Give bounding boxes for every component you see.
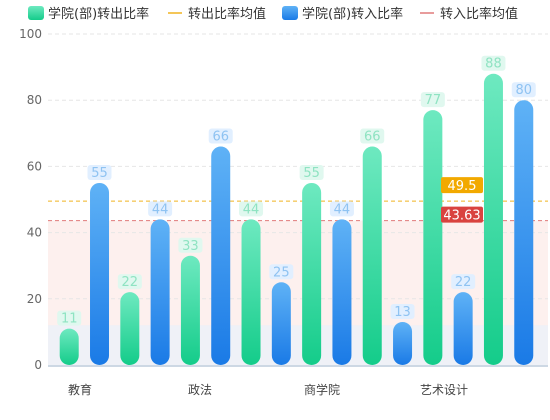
data-label: 55	[91, 166, 108, 181]
data-label-bg	[481, 55, 506, 71]
bar-in[interactable]	[332, 219, 352, 365]
data-label-bg	[148, 201, 173, 217]
legend-label: 学院(部)转入比率	[302, 6, 403, 22]
bar-out[interactable]	[483, 73, 503, 365]
x-tick-label: 政法	[188, 383, 212, 397]
y-tick-label: 0	[34, 358, 42, 372]
data-label: 44	[243, 202, 260, 217]
bar-out[interactable]	[362, 146, 382, 365]
data-label: 13	[394, 305, 411, 320]
data-label-bg	[390, 303, 415, 319]
legend-label: 转出比率均值	[188, 6, 266, 22]
bar-out[interactable]	[59, 328, 79, 365]
legend-item[interactable]: 学院(部)转入比率	[282, 6, 403, 22]
bar-in[interactable]	[90, 182, 110, 365]
x-tick-label: 教育	[68, 382, 92, 397]
legend-item[interactable]: 转入比率均值	[420, 6, 518, 22]
data-label: 22	[455, 275, 472, 290]
bar-out[interactable]	[423, 110, 443, 365]
mean-label: 49.5	[448, 179, 477, 194]
y-tick-label: 80	[27, 93, 42, 107]
data-label: 66	[364, 130, 381, 145]
data-label: 80	[515, 83, 532, 98]
data-label: 11	[61, 312, 78, 327]
data-label-bg	[511, 82, 536, 98]
x-tick-label: 商学院	[304, 382, 340, 397]
data-label-bg	[87, 164, 112, 180]
legend-swatch	[282, 6, 298, 20]
bar-in[interactable]	[514, 100, 534, 365]
legend-item[interactable]: 转出比率均值	[168, 6, 266, 22]
bar-out[interactable]	[241, 219, 261, 365]
data-label-bg	[269, 264, 294, 280]
data-label-bg	[329, 201, 354, 217]
data-label-bg	[57, 310, 82, 326]
data-label: 88	[485, 57, 502, 72]
data-label-bg	[208, 128, 233, 144]
data-label: 55	[303, 166, 320, 181]
bar-in[interactable]	[271, 282, 291, 365]
data-label: 77	[425, 93, 442, 108]
data-label: 44	[334, 202, 351, 217]
bar-in[interactable]	[150, 219, 170, 365]
x-tick-label: 艺术设计	[420, 383, 468, 397]
bar-out[interactable]	[180, 255, 200, 365]
y-tick-label: 60	[27, 159, 42, 173]
data-label-bg	[239, 201, 264, 217]
bar-in[interactable]	[453, 292, 473, 365]
mean-label: 43.63	[443, 209, 480, 224]
data-label: 22	[122, 275, 139, 290]
data-label-bg	[360, 128, 385, 144]
data-label-bg	[299, 164, 324, 180]
data-label: 44	[152, 202, 169, 217]
bar-out[interactable]	[120, 292, 140, 365]
bar-in[interactable]	[211, 146, 231, 365]
bar-out[interactable]	[302, 182, 322, 365]
bar-in[interactable]	[393, 321, 413, 365]
legend-item[interactable]: 学院(部)转出比率	[28, 6, 149, 22]
legend-label: 学院(部)转出比率	[48, 6, 149, 22]
legend-label: 转入比率均值	[440, 6, 518, 22]
y-tick-label: 20	[27, 292, 42, 306]
data-label: 25	[273, 265, 290, 280]
mean-badge	[441, 177, 483, 194]
data-label: 33	[182, 239, 199, 254]
data-label: 66	[212, 130, 229, 145]
data-label-bg	[451, 274, 476, 290]
data-label-bg	[178, 237, 203, 253]
mean-badge	[441, 206, 483, 223]
data-label-bg	[420, 92, 445, 108]
y-tick-label: 40	[27, 226, 42, 240]
y-tick-label: 100	[19, 27, 42, 41]
legend-swatch	[28, 6, 44, 20]
data-label-bg	[117, 274, 142, 290]
